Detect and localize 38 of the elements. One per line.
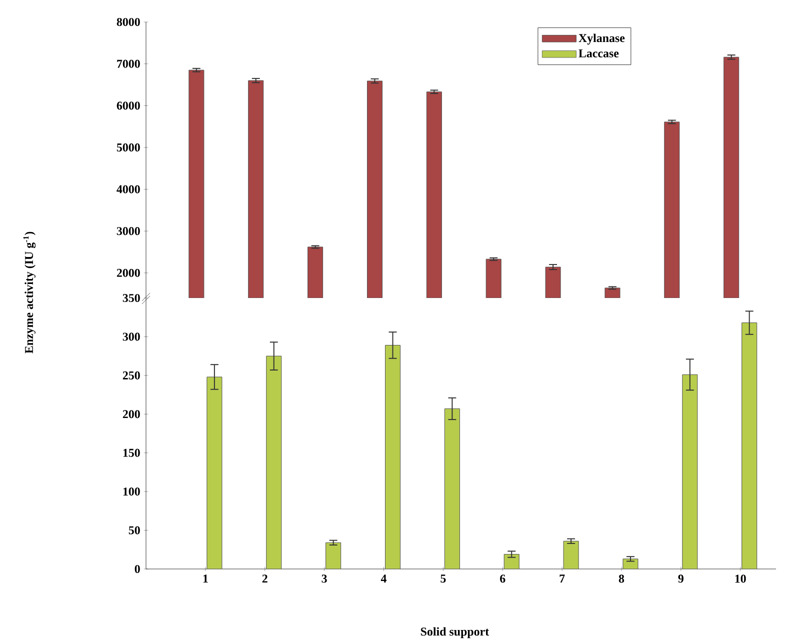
x-tick-label: 2 [262,574,268,582]
x-tick-label: 1 [203,574,208,582]
bar [384,344,400,569]
y-tick-label: 200 [122,410,140,418]
x-axis-title: Solid support [420,627,490,638]
y-tick-label: 8000 [116,18,140,26]
x-tick-label: 10 [735,574,746,582]
x-tick-label: 9 [678,574,684,582]
y-tick-label: 150 [123,448,140,457]
bar [444,408,460,569]
x-tick-label: 5 [440,574,446,582]
bar [206,376,222,569]
y-tick-label: 50 [128,526,140,534]
y-tick-label: 3000 [116,226,140,235]
bar [682,374,698,569]
legend-label: Laccase [578,49,619,58]
y-tick-label: 2000 [116,268,140,277]
y-tick-label: 100 [123,487,140,496]
bar [742,322,758,569]
y-tick-label: 6000 [116,101,140,110]
bar [266,356,282,569]
x-tick-label: 3 [322,574,327,582]
x-tick-label: 6 [500,574,506,582]
bar [563,540,579,569]
y-tick-label: 250 [122,371,140,380]
legend-label: Xylanase [578,33,625,44]
y-tick-label: 4000 [116,185,140,194]
bar [504,554,520,569]
y-tick-label: 300 [122,332,140,341]
y-tick-label: 350 [122,294,140,302]
y-tick-label: 7000 [117,60,140,68]
x-tick-label: 8 [618,574,624,582]
bar [326,542,342,569]
y-tick-label: 0 [134,564,140,573]
y-tick-label: 5000 [116,143,140,152]
x-tick-label: 7 [560,574,565,582]
y-axis-title: Enzyme activity (IU g$^{-1}$) [23,232,36,354]
x-tick-label: 4 [380,574,387,582]
